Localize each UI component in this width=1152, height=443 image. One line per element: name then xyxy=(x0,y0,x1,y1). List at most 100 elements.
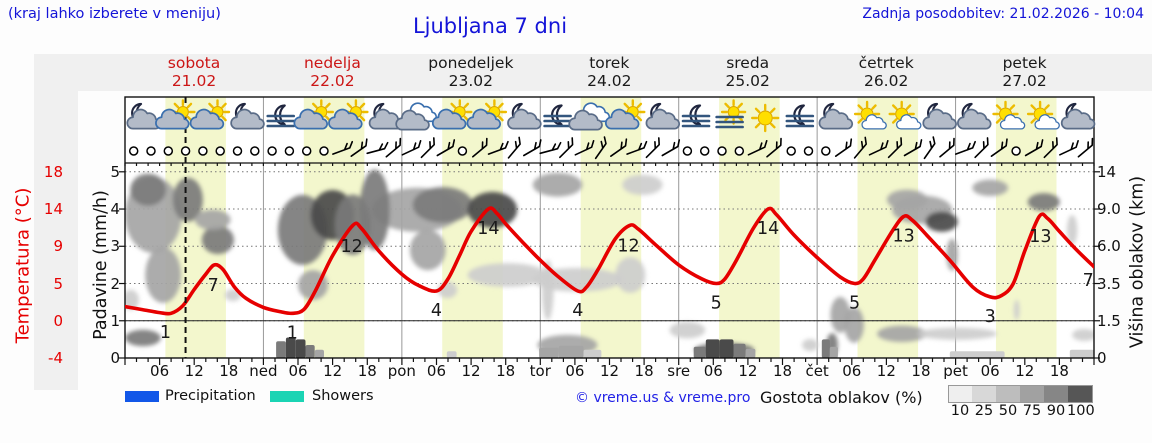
calm-wind-icon xyxy=(319,146,329,156)
colorbar-label-75: 75 xyxy=(1022,403,1042,419)
temp-tick-14: 14 xyxy=(43,200,63,219)
time-tick-18: 18 xyxy=(219,362,239,380)
sun-icon xyxy=(751,103,780,133)
colorbar-segment-100 xyxy=(1068,385,1093,403)
wind-barb-icon xyxy=(923,136,936,160)
daylight-band xyxy=(719,97,780,358)
wind-barb-icon xyxy=(626,140,648,155)
calm-wind-icon xyxy=(786,146,796,156)
time-tick-06: 06 xyxy=(426,362,446,380)
left-axis-strip xyxy=(34,54,78,390)
time-tick-12: 12 xyxy=(461,362,481,380)
wind-barb-icon xyxy=(401,139,422,156)
sun-cloud-small-icon xyxy=(992,100,1026,130)
wind-barb-icon xyxy=(385,137,402,158)
colorbar-segment-90 xyxy=(1044,385,1069,403)
day-name: ponedeljek xyxy=(428,54,514,72)
wind-barb-icon xyxy=(594,136,607,160)
calm-wind-icon xyxy=(717,146,727,156)
colorbar-label-100: 100 xyxy=(1067,403,1095,419)
temperature-label: 5 xyxy=(849,294,860,314)
sun-cloud-small-icon xyxy=(888,100,922,130)
cloud-tick-14: 14 xyxy=(1097,162,1117,181)
time-tick-18: 18 xyxy=(1049,362,1069,380)
temperature-label: 4 xyxy=(572,301,583,321)
sun-cloud-icon xyxy=(328,99,369,130)
precipitation-swatch xyxy=(125,391,159,402)
sun-cloud-icon xyxy=(293,99,334,130)
time-tick-18: 18 xyxy=(496,362,516,380)
day-date: 23.02 xyxy=(448,71,494,90)
temp-tick-5: 5 xyxy=(53,274,63,293)
temperature-label: 14 xyxy=(477,219,499,239)
sun-cloud-icon xyxy=(431,99,473,130)
time-tick-06: 06 xyxy=(980,362,1000,380)
moon-cloud-icon xyxy=(1060,102,1096,130)
time-tick-18: 18 xyxy=(357,362,377,380)
wind-barb-icon xyxy=(939,137,955,158)
calm-wind-icon xyxy=(128,146,139,156)
time-tick-12: 12 xyxy=(1015,362,1035,380)
axis-tick-marks xyxy=(119,163,1100,365)
wind-barb-icon xyxy=(645,137,660,159)
wind-barb-icon xyxy=(366,141,389,155)
precip-tick-5: 5 xyxy=(110,162,120,181)
time-tick-06: 06 xyxy=(150,362,170,380)
colorbar-segment-25 xyxy=(972,385,997,403)
temp-tick-18: 18 xyxy=(43,162,63,181)
calm-wind-icon xyxy=(682,146,693,156)
day-header-sobota: sobota 21.02 xyxy=(124,54,264,90)
day-name: nedelja xyxy=(303,54,361,72)
time-tick-12: 12 xyxy=(323,362,343,380)
calm-wind-icon xyxy=(215,146,225,156)
wind-barb-icon xyxy=(523,139,542,157)
clouds-icon xyxy=(568,102,611,131)
temperature-curve xyxy=(125,206,1094,316)
wind-barb-icon xyxy=(661,139,681,157)
sun-cloud-small-icon xyxy=(1026,100,1060,130)
fog-sun-icon xyxy=(715,99,747,129)
temperature-label: 4 xyxy=(431,301,442,321)
day-header-torek: torek 24.02 xyxy=(539,54,679,90)
precipitation-legend-label: Precipitation xyxy=(165,388,256,404)
time-tick-sre: sre xyxy=(667,362,691,380)
temperature-label: 7 xyxy=(208,276,219,296)
colorbar-label-25: 25 xyxy=(974,403,994,419)
temperature-label: 13 xyxy=(893,227,915,247)
temp-tick-0: 0 xyxy=(53,311,63,330)
time-tick-06: 06 xyxy=(565,362,585,380)
day-date: 21.02 xyxy=(171,71,217,90)
day-date: 22.02 xyxy=(310,71,355,90)
cloud-tick-1.5: 1.5 xyxy=(1097,311,1121,330)
last-update: Zadnja posodobitev: 21.02.2026 - 10:04 xyxy=(862,6,1144,22)
calm-wind-icon xyxy=(198,146,208,156)
temperature-label: 1 xyxy=(287,323,298,343)
temperature-label: 12 xyxy=(341,237,363,257)
precip-tick-3: 3 xyxy=(110,237,120,256)
moon-cloud-icon xyxy=(818,102,854,130)
sun-cloud-icon xyxy=(466,99,508,130)
wind-barb-icon xyxy=(990,138,1008,157)
calm-wind-icon xyxy=(457,146,468,156)
colorbar-segment-10 xyxy=(948,385,974,403)
menu-hint: (kraj lahko izberete v meniju) xyxy=(8,6,221,22)
day-date: 27.02 xyxy=(1002,71,1047,90)
wind-barb-icon xyxy=(766,137,782,158)
cloud-cover-blobs xyxy=(125,169,1094,357)
temp-tick-9: 9 xyxy=(53,237,63,256)
wind-barb-icon xyxy=(954,140,976,155)
credit-link[interactable]: © vreme.us & vreme.pro xyxy=(575,390,751,406)
wind-barb-icon xyxy=(487,140,509,155)
calm-wind-icon xyxy=(301,146,312,156)
time-tick-06: 06 xyxy=(703,362,723,380)
time-tick-12: 12 xyxy=(876,362,896,380)
clouds-icon xyxy=(395,102,438,131)
temperature-label: 5 xyxy=(711,294,722,314)
wind-barb-icon xyxy=(1024,139,1044,157)
temperature-label: 3 xyxy=(985,307,996,327)
day-date: 24.02 xyxy=(587,71,632,90)
wind-barb-icon xyxy=(539,141,562,155)
moon-cloud-icon xyxy=(230,102,265,130)
wind-barb-icon xyxy=(507,136,521,159)
